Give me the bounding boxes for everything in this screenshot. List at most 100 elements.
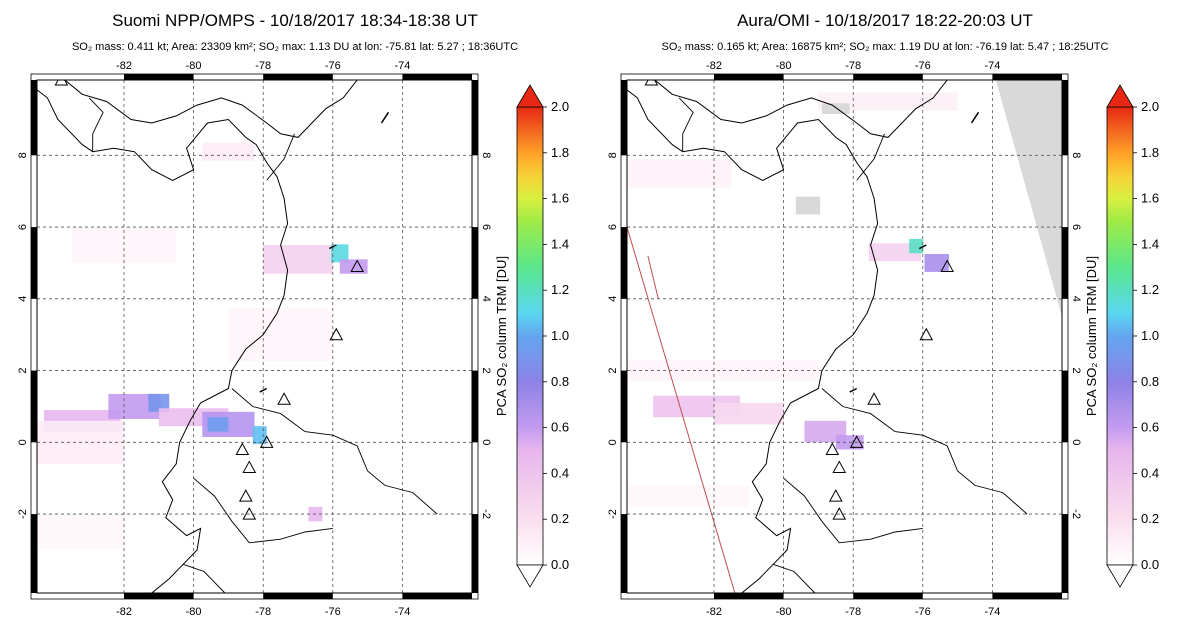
so2-pixel bbox=[627, 359, 819, 382]
lat-tick-label-right: 2 bbox=[480, 368, 492, 374]
lon-tick-label-bottom: -82 bbox=[706, 606, 722, 618]
volcano-icon bbox=[277, 392, 291, 405]
lat-tick-label-left: 2 bbox=[17, 368, 29, 374]
frame-segment bbox=[472, 370, 478, 443]
lon-tick-label-bottom: -82 bbox=[116, 606, 132, 618]
colorbar-tick-label: 0.0 bbox=[551, 557, 569, 572]
frame-segment bbox=[31, 227, 37, 299]
lat-tick-label-right: 0 bbox=[1070, 439, 1082, 445]
missing-data-pixel bbox=[821, 103, 850, 115]
colorbar-tick-label: 1.4 bbox=[1141, 236, 1159, 251]
country-border bbox=[231, 388, 438, 515]
map-outer-frame bbox=[30, 73, 479, 600]
lat-tick-label-left: 8 bbox=[607, 152, 619, 158]
lon-tick-label-top: -78 bbox=[845, 60, 861, 72]
volcano-icon bbox=[919, 327, 934, 341]
colorbar-min-arrow bbox=[516, 564, 544, 588]
volcano-icon bbox=[329, 327, 344, 341]
lon-tick-label-bottom: -74 bbox=[984, 606, 1000, 618]
colorbar-tick-label: 0.4 bbox=[551, 465, 569, 480]
country-border bbox=[783, 477, 923, 544]
lat-tick-label-left: 6 bbox=[607, 224, 619, 230]
frame-segment bbox=[621, 370, 627, 443]
coastline bbox=[64, 80, 358, 138]
colorbar-tick-label: 0.0 bbox=[1141, 557, 1159, 572]
volcano-icon bbox=[242, 507, 257, 520]
lon-tick-label-top: -82 bbox=[116, 60, 132, 72]
frame-segment bbox=[1062, 370, 1068, 443]
volcano-icon bbox=[235, 442, 250, 456]
colorbar-tick-label: 0.2 bbox=[1141, 511, 1159, 526]
colorbar-min-arrow bbox=[1106, 564, 1134, 588]
so2-pixel bbox=[263, 245, 333, 274]
so2-pixel bbox=[909, 238, 924, 254]
so2-pixel bbox=[627, 485, 749, 507]
colorbar-tick-label: 1.4 bbox=[551, 236, 569, 251]
lon-tick-label-top: -74 bbox=[394, 60, 410, 72]
lat-tick-label-left: 0 bbox=[17, 439, 29, 445]
lake bbox=[328, 244, 337, 250]
frame-segment bbox=[992, 74, 1062, 80]
colorbar-tick-label: 1.2 bbox=[1141, 282, 1159, 297]
colorbar-max-arrow bbox=[516, 84, 544, 108]
map-frame bbox=[36, 79, 473, 594]
country-border bbox=[88, 97, 104, 152]
frame-segment bbox=[621, 227, 627, 299]
volcano-icon bbox=[54, 80, 69, 86]
frame-segment bbox=[1062, 514, 1068, 593]
volcano-icon bbox=[259, 435, 274, 448]
frame-segment bbox=[263, 593, 333, 599]
frame-segment bbox=[853, 593, 923, 599]
lon-tick-label-top: -80 bbox=[776, 60, 792, 72]
so2-pixel bbox=[627, 158, 732, 188]
volcano-icon bbox=[828, 489, 843, 502]
country-border bbox=[773, 563, 816, 593]
lat-tick-label-left: 6 bbox=[17, 224, 29, 230]
frame-segment bbox=[853, 74, 923, 80]
coastline bbox=[627, 89, 879, 593]
map-content bbox=[627, 80, 1062, 593]
lat-tick-label-right: -2 bbox=[1070, 509, 1082, 519]
colorbar-max-arrow bbox=[1106, 84, 1134, 108]
lat-tick-label-right: 6 bbox=[1070, 224, 1082, 230]
lake bbox=[918, 244, 927, 250]
colorbar-tick-label: 2.0 bbox=[551, 99, 569, 114]
lat-tick-label-left: 4 bbox=[607, 296, 619, 302]
frame-segment bbox=[124, 593, 194, 599]
so2-pixel bbox=[252, 426, 267, 445]
colorbar-tick-label: 1.8 bbox=[1141, 145, 1159, 160]
lon-tick-label-top: -74 bbox=[984, 60, 1000, 72]
frame-segment bbox=[263, 74, 333, 80]
lat-tick-label-left: -2 bbox=[607, 509, 619, 519]
lat-tick-label-left: 8 bbox=[17, 152, 29, 158]
frame-segment bbox=[1062, 227, 1068, 299]
lake bbox=[259, 387, 268, 393]
map-outer-frame bbox=[620, 73, 1069, 600]
so2-pixel bbox=[924, 253, 949, 272]
frame-segment bbox=[714, 593, 784, 599]
panel-title: Aura/OMI - 10/18/2017 18:22-20:03 UT bbox=[737, 11, 1033, 30]
frame-segment bbox=[472, 227, 478, 299]
frame-segment bbox=[621, 514, 627, 593]
coastline bbox=[654, 80, 948, 138]
lat-tick-label-left: 2 bbox=[607, 368, 619, 374]
frame-segment bbox=[621, 80, 627, 156]
lat-tick-label-left: 4 bbox=[17, 296, 29, 302]
colorbar-tick-label: 1.8 bbox=[551, 145, 569, 160]
missing-data-pixel bbox=[795, 196, 821, 215]
colorbar bbox=[516, 106, 544, 566]
lon-tick-label-bottom: -80 bbox=[186, 606, 202, 618]
lon-tick-label-bottom: -76 bbox=[325, 606, 341, 618]
volcano-icon bbox=[242, 460, 257, 473]
country-border bbox=[821, 388, 1028, 515]
lon-tick-label-top: -76 bbox=[325, 60, 341, 72]
so2-pixel bbox=[148, 393, 170, 412]
panel-omi: Aura/OMI - 10/18/2017 18:22-20:03 UT SO₂… bbox=[590, 0, 1180, 633]
lat-tick-label-left: -2 bbox=[17, 509, 29, 519]
lat-tick-label-right: -2 bbox=[480, 509, 492, 519]
colorbar-tick-label: 2.0 bbox=[1141, 99, 1159, 114]
colorbar-tick-label: 0.8 bbox=[1141, 374, 1159, 389]
colorbar-tick-label: 1.0 bbox=[551, 328, 569, 343]
panel-subtitle: SO₂ mass: 0.165 kt; Area: 16875 km²; SO₂… bbox=[661, 41, 1109, 53]
lon-tick-label-bottom: -76 bbox=[915, 606, 931, 618]
